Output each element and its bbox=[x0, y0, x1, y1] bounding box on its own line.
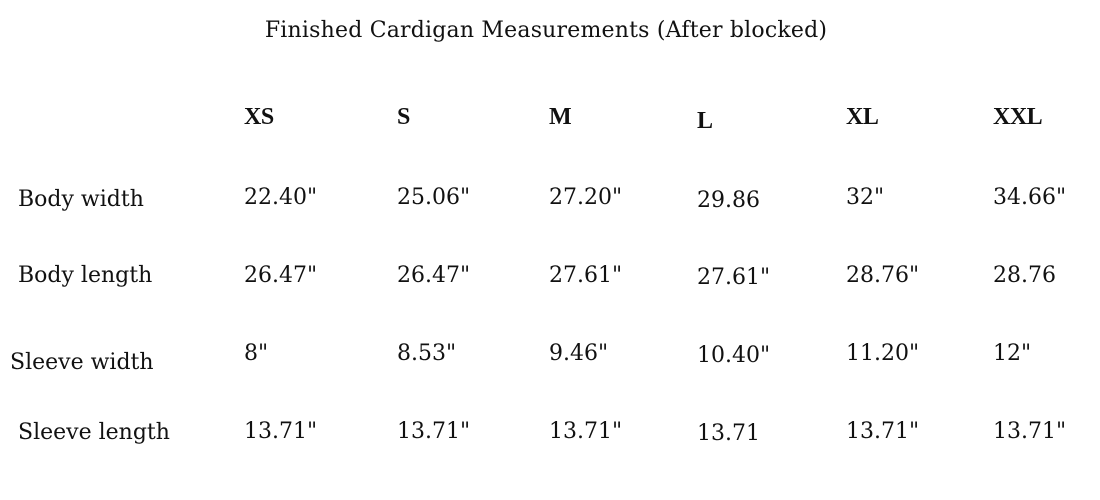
row-label-body-length: Body length bbox=[18, 263, 153, 288]
cell-body-length-xxl: 28.76 bbox=[993, 263, 1056, 288]
cell-sleeve-width-l: 10.40" bbox=[697, 343, 771, 368]
cell-sleeve-length-xl: 13.71" bbox=[846, 419, 920, 444]
size-header-xl: XL bbox=[846, 104, 879, 130]
row-label-body-width: Body width bbox=[18, 187, 144, 212]
cell-body-width-m: 27.20" bbox=[549, 185, 623, 210]
cell-sleeve-length-m: 13.71" bbox=[549, 419, 623, 444]
row-label-sleeve-length: Sleeve length bbox=[18, 420, 170, 445]
cell-sleeve-width-s: 8.53" bbox=[397, 341, 457, 366]
cell-sleeve-width-xs: 8" bbox=[244, 341, 269, 366]
cell-sleeve-width-xl: 11.20" bbox=[846, 341, 920, 366]
cell-body-width-xs: 22.40" bbox=[244, 185, 318, 210]
cell-body-length-m: 27.61" bbox=[549, 263, 623, 288]
cell-sleeve-width-xxl: 12" bbox=[993, 341, 1032, 366]
size-header-l: L bbox=[697, 108, 713, 134]
cell-body-length-xl: 28.76" bbox=[846, 263, 920, 288]
cell-body-width-xl: 32" bbox=[846, 185, 885, 210]
cell-sleeve-width-m: 9.46" bbox=[549, 341, 609, 366]
cell-body-length-l: 27.61" bbox=[697, 265, 771, 290]
cell-body-width-s: 25.06" bbox=[397, 185, 471, 210]
cell-body-width-l: 29.86 bbox=[697, 188, 760, 213]
row-label-sleeve-width: Sleeve width bbox=[10, 350, 154, 375]
size-header-m: M bbox=[549, 104, 572, 130]
page-title: Finished Cardigan Measurements (After bl… bbox=[264, 18, 828, 43]
cell-sleeve-length-l: 13.71 bbox=[697, 421, 760, 446]
size-header-s: S bbox=[397, 104, 410, 130]
cell-body-length-xs: 26.47" bbox=[244, 263, 318, 288]
cell-sleeve-length-s: 13.71" bbox=[397, 419, 471, 444]
size-header-xs: XS bbox=[244, 104, 274, 130]
cell-sleeve-length-xs: 13.71" bbox=[244, 419, 318, 444]
cell-body-width-xxl: 34.66" bbox=[993, 185, 1067, 210]
cell-body-length-s: 26.47" bbox=[397, 263, 471, 288]
size-header-xxl: XXL bbox=[993, 104, 1043, 130]
cell-sleeve-length-xxl: 13.71" bbox=[993, 419, 1067, 444]
